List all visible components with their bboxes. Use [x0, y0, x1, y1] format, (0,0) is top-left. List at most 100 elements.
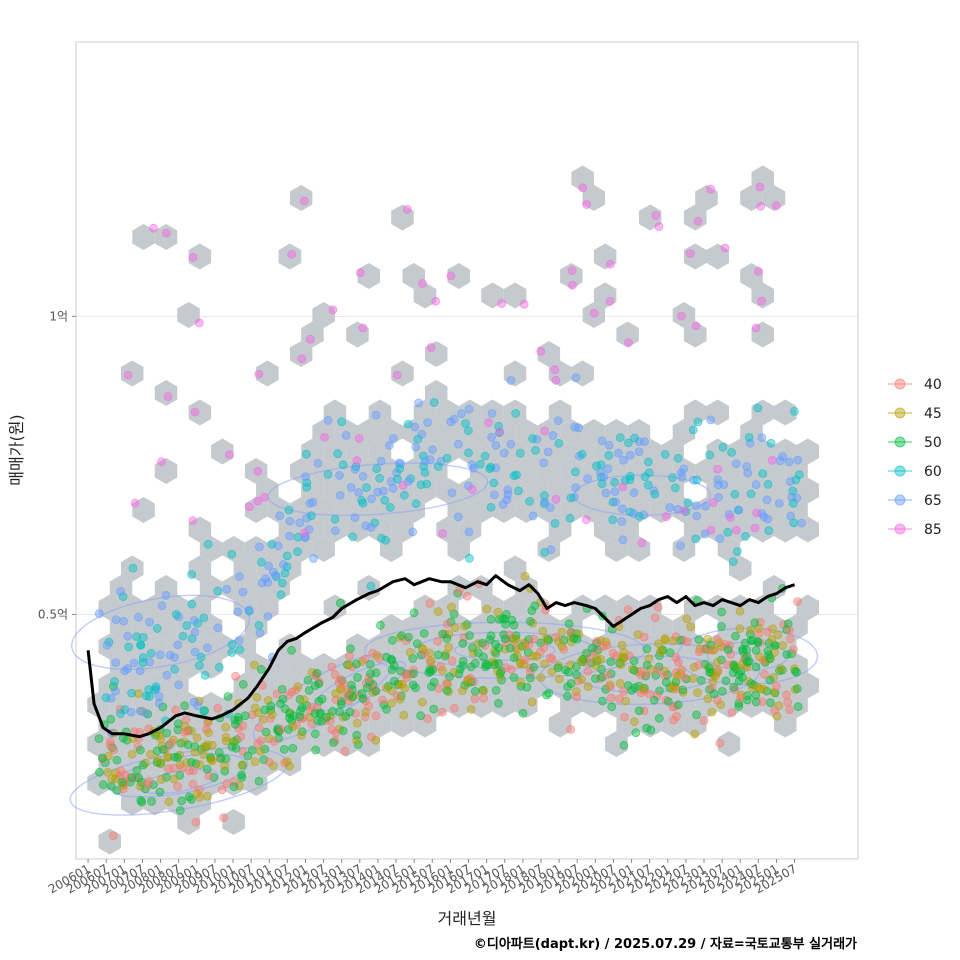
data-point [222, 584, 232, 594]
data-point [127, 688, 137, 698]
data-point [221, 733, 231, 742]
data-point [641, 670, 651, 679]
data-point [583, 666, 593, 676]
data-point [493, 607, 503, 617]
hex-bin [256, 477, 279, 504]
data-point [768, 624, 777, 634]
data-point [495, 427, 505, 437]
hex-bin [391, 360, 414, 387]
data-point [380, 495, 390, 505]
data-point [570, 422, 580, 432]
data-point [495, 672, 505, 681]
data-point [254, 369, 264, 379]
data-point [183, 740, 193, 750]
hex-bin [796, 516, 819, 543]
data-point [336, 697, 346, 706]
data-point [608, 515, 618, 525]
data-point [260, 492, 269, 502]
data-point [765, 675, 775, 685]
hex-bin [593, 243, 617, 270]
hex-bin [357, 575, 380, 601]
data-point [486, 462, 496, 472]
data-point [543, 447, 553, 457]
data-point [723, 645, 733, 654]
data-point [571, 373, 581, 383]
data-point [293, 682, 303, 691]
data-point [133, 612, 143, 622]
data-point [414, 398, 424, 408]
data-point [782, 690, 791, 700]
data-point [267, 710, 277, 720]
hex-bin [413, 282, 437, 309]
data-point [712, 635, 722, 645]
data-point [696, 676, 706, 685]
hex-bin [244, 614, 268, 640]
y-axis: 0.5억 1억 [38, 309, 76, 621]
data-point [449, 703, 459, 713]
hex-bin [301, 477, 324, 504]
data-point [467, 485, 477, 494]
data-point [301, 449, 311, 459]
data-point [520, 655, 530, 665]
hex-bin [458, 477, 482, 504]
data-point [519, 299, 529, 309]
data-point [382, 683, 392, 693]
hex-bin [661, 711, 684, 738]
data-point [222, 779, 232, 788]
data-point [237, 770, 246, 780]
data-point [442, 453, 452, 463]
data-point [360, 654, 370, 664]
data-point [464, 404, 474, 414]
data-point [446, 417, 456, 427]
data-point [529, 662, 539, 672]
source-caption: ©디아파트(dapt.kr) / 2025.07.29 / 자료=국토교통부 실… [474, 936, 857, 952]
hex-bin [605, 731, 628, 757]
data-point [276, 724, 286, 734]
data-point [354, 433, 364, 443]
hex-bin [537, 497, 561, 523]
hex-bin [301, 672, 324, 699]
hex-bin [368, 477, 392, 504]
data-point [713, 464, 723, 474]
data-point [366, 581, 376, 591]
data-point [431, 296, 441, 306]
data-point [756, 201, 766, 211]
data-point [174, 680, 184, 690]
data-point [525, 616, 535, 626]
data-point [792, 668, 801, 677]
data-point [362, 683, 372, 693]
hex-bin [323, 399, 347, 426]
hex-bin [481, 594, 504, 621]
data-point [440, 651, 450, 661]
data-point [296, 730, 306, 740]
data-point [111, 615, 121, 625]
data-point [123, 370, 133, 380]
data-point [447, 602, 456, 612]
data-point [767, 455, 777, 465]
hex-bin [447, 536, 470, 562]
hex-bin [188, 399, 212, 426]
data-point [491, 440, 501, 450]
hex-bin [638, 711, 662, 738]
hex-bin [751, 438, 774, 465]
data-point [282, 757, 292, 766]
data-point [553, 416, 563, 426]
data-point [499, 448, 509, 458]
hex-bin [526, 477, 549, 504]
data-point [763, 646, 773, 656]
data-point [101, 693, 111, 703]
data-point [213, 703, 223, 713]
data-point [715, 738, 725, 748]
hex-bin [278, 555, 302, 582]
data-point [793, 597, 802, 606]
data-point [190, 407, 200, 417]
data-point [538, 626, 548, 636]
data-point [264, 561, 273, 571]
hex-bin [796, 594, 819, 621]
data-point [106, 781, 116, 791]
data-point [619, 648, 629, 657]
data-point [393, 474, 402, 484]
hex-bin [470, 692, 493, 718]
data-point [742, 461, 752, 471]
hex-bin [177, 614, 200, 640]
